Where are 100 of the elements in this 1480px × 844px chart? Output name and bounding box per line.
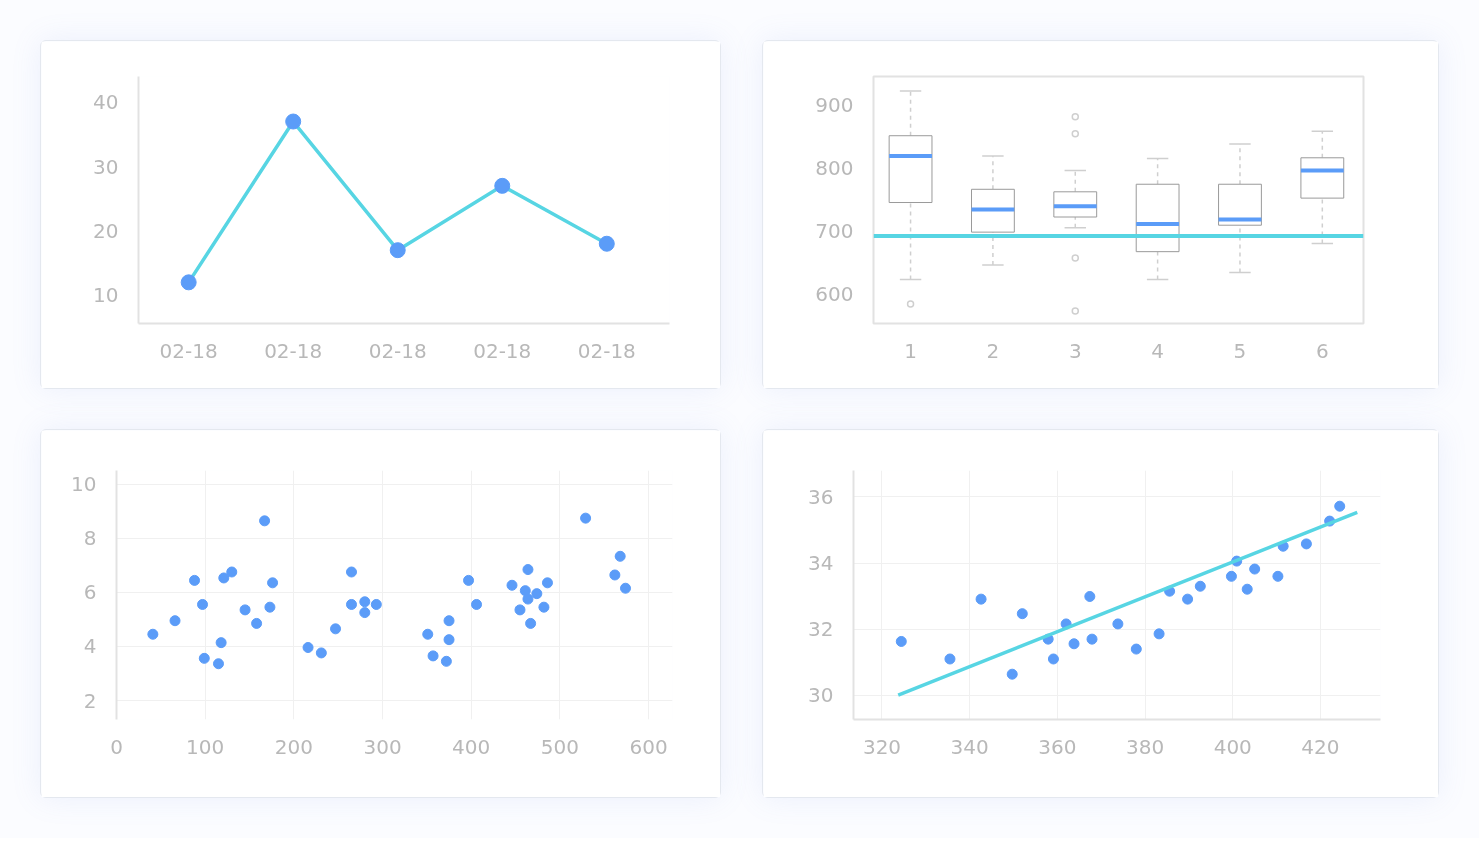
y-tick-label: 700 (815, 218, 854, 243)
x-tick-label: 300 (363, 734, 402, 759)
point (359, 607, 371, 619)
point (302, 642, 314, 653)
point (519, 585, 531, 597)
x-tick-label: 2 (986, 338, 1000, 363)
point (330, 623, 342, 635)
point (443, 615, 455, 627)
point (239, 604, 251, 616)
point (1068, 638, 1080, 650)
x-tick-label: 400 (1213, 734, 1252, 759)
point (1086, 633, 1098, 645)
x-tick-label: 340 (950, 734, 989, 759)
point (147, 628, 159, 640)
point (169, 615, 181, 627)
point (1225, 570, 1237, 582)
point (427, 650, 439, 662)
point (345, 566, 357, 578)
x-tick-label: 3 (1068, 338, 1082, 363)
x-tick-label: 320 (862, 734, 902, 759)
y-tick-label: 32 (808, 617, 834, 642)
point (218, 572, 230, 584)
point (1249, 563, 1261, 575)
point (1006, 668, 1018, 680)
point (1016, 608, 1028, 620)
point (197, 598, 209, 610)
y-tick-label: 30 (808, 683, 834, 708)
y-tick-label: 6 (83, 580, 97, 605)
point (1084, 591, 1096, 602)
point (259, 515, 271, 527)
x-tick-label: 400 (452, 734, 491, 759)
point (541, 577, 553, 589)
y-tick-label: 900 (815, 92, 854, 117)
point (226, 566, 238, 578)
point (440, 655, 452, 667)
y-tick-label: 36 (808, 484, 834, 509)
point (267, 577, 279, 589)
y-tick-label: 800 (815, 155, 854, 180)
y-tick-label: 4 (83, 634, 97, 659)
point (251, 617, 263, 629)
point (944, 653, 956, 665)
point (443, 634, 455, 646)
y-tick-label: 600 (815, 281, 854, 306)
point (522, 564, 534, 576)
x-tick-label: 380 (1125, 734, 1165, 759)
y-tick-label: 40 (93, 90, 119, 115)
point (471, 598, 483, 610)
y-tick-label: 10 (71, 472, 97, 497)
point (1272, 570, 1284, 582)
point (580, 512, 592, 524)
point (264, 601, 276, 613)
point (538, 601, 550, 613)
y-tick-label: 34 (808, 551, 834, 576)
point (1112, 618, 1124, 630)
y-tick-label: 20 (93, 218, 119, 243)
point (1182, 593, 1194, 605)
x-tick-label: 5 (1233, 338, 1247, 363)
point (522, 593, 534, 605)
x-tick-label: 02-18 (473, 338, 532, 363)
point (212, 658, 224, 670)
point (345, 598, 357, 610)
point (1153, 628, 1165, 640)
point (215, 637, 227, 649)
x-tick-label: 600 (629, 734, 668, 759)
point (1300, 538, 1312, 550)
x-tick-label: 02-18 (368, 338, 427, 363)
point (1241, 583, 1253, 595)
y-tick-label: 2 (83, 688, 97, 713)
point (422, 628, 434, 640)
x-tick-label: 500 (540, 734, 579, 759)
x-tick-label: 02-18 (264, 338, 323, 363)
point (359, 596, 371, 608)
y-tick-label: 30 (93, 154, 119, 179)
point (609, 569, 621, 581)
y-tick-label: 8 (83, 526, 97, 551)
point (525, 617, 537, 629)
point (1047, 653, 1059, 665)
point (620, 582, 631, 594)
y-tick-label: 10 (93, 283, 119, 308)
x-tick-label: 420 (1301, 734, 1340, 759)
x-tick-label: 0 (110, 734, 123, 759)
point (198, 652, 210, 664)
point (189, 574, 201, 586)
point (614, 550, 626, 562)
point (506, 579, 518, 591)
x-tick-label: 200 (274, 734, 313, 759)
x-tick-label: 02-18 (159, 338, 218, 363)
point (463, 574, 475, 586)
x-tick-label: 360 (1038, 734, 1077, 759)
x-tick-label: 02-18 (577, 338, 636, 363)
point (1334, 500, 1346, 512)
point (315, 647, 327, 659)
x-tick-label: 4 (1151, 338, 1164, 363)
point (1194, 580, 1206, 592)
x-tick-label: 1 (904, 338, 917, 363)
x-tick-label: 6 (1315, 338, 1329, 363)
point (1130, 643, 1142, 655)
point (531, 588, 543, 600)
point (895, 635, 907, 647)
point (370, 598, 382, 610)
